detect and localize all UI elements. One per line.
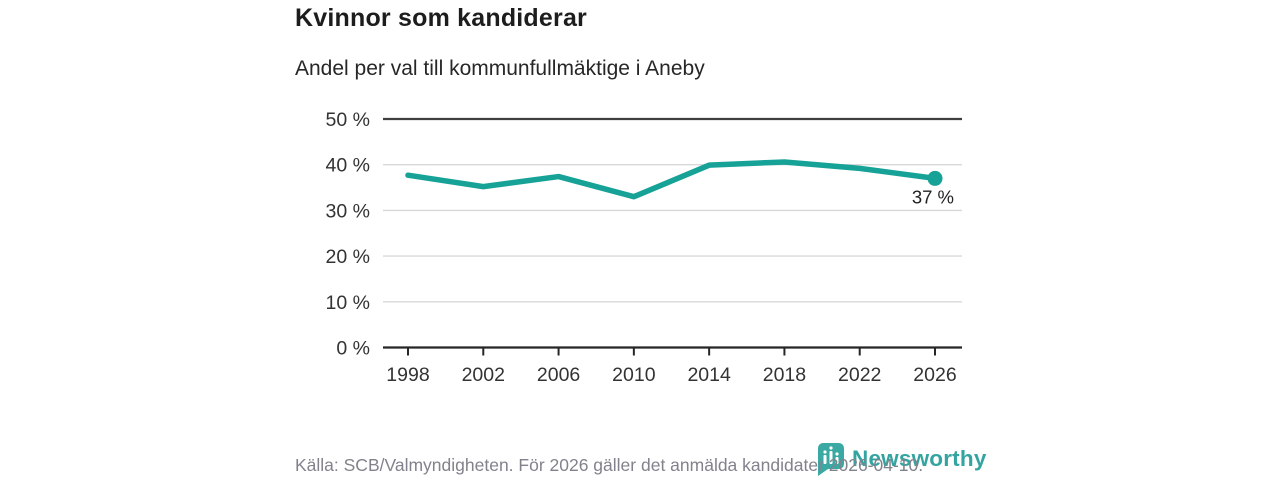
x-axis-tick-label: 2022 [838,364,881,386]
x-axis-tick-label: 2002 [462,364,505,386]
chart-title: Kvinnor som kandiderar [295,4,587,32]
source-note: Källa: SCB/Valmyndigheten. För 2026 gäll… [295,455,924,475]
y-axis-tick-label: 10 % [326,292,370,314]
x-axis-tick-label: 2026 [913,364,956,386]
x-axis-tick-label: 1998 [386,364,429,386]
x-axis-tick-label: 2006 [537,364,580,386]
newsworthy-logo-link[interactable]: Newsworthy [817,442,987,476]
x-axis-tick-label: 2014 [687,364,731,386]
y-axis-tick-label: 30 % [326,200,370,222]
newsworthy-bubble-chart-icon [818,443,844,476]
chart-subtitle: Andel per val till kommunfullmäktige i A… [295,57,705,80]
y-axis-tick-label: 40 % [326,155,370,177]
x-axis-tick-label: 2010 [612,364,656,386]
data-line-andel-kvinnor [405,159,938,200]
data-point-2026 [927,170,943,186]
data-point-label: 37 % [912,186,954,207]
y-axis-tick-label: 0 % [336,338,370,360]
y-axis-tick-label: 20 % [326,246,370,268]
newsworthy-wordmark: Newsworthy [852,446,987,471]
y-axis-tick-label: 50 % [326,109,370,131]
x-axis-tick-label: 2018 [763,364,806,386]
